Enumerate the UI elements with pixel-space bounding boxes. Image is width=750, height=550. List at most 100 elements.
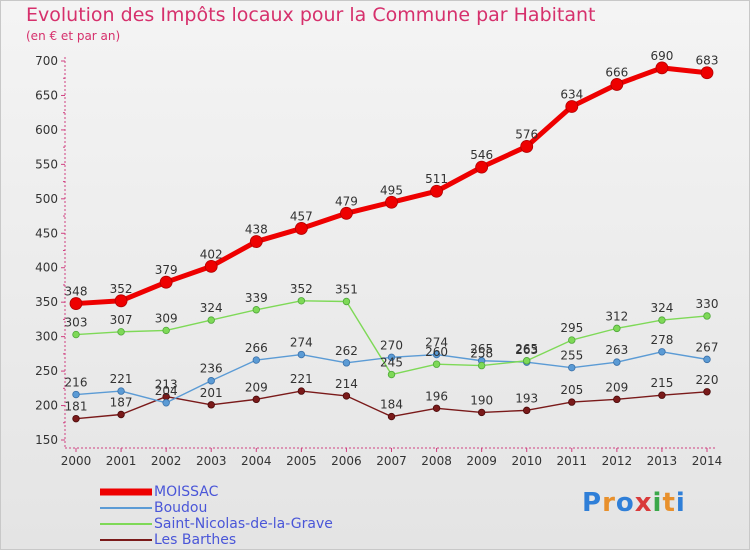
data-label-les-barthes: 181 — [65, 400, 88, 414]
data-label-moissac: 438 — [245, 223, 268, 237]
point-les-barthes — [252, 395, 260, 404]
x-tick-label: 2004 — [241, 454, 272, 468]
data-label-moissac: 402 — [200, 247, 223, 261]
data-label-boudou: 270 — [380, 338, 403, 352]
proxiti-logo: Proxiti — [582, 488, 686, 518]
data-label-boudou: 216 — [65, 376, 88, 390]
point-moissac — [655, 61, 669, 75]
x-tick-label: 2014 — [692, 454, 723, 468]
data-label-saint-nicolas-de-la-grave: 265 — [515, 342, 538, 356]
x-tick-label: 2001 — [106, 454, 137, 468]
y-tick-label: 700 — [35, 54, 58, 68]
point-saint-nicolas-de-la-grave — [162, 326, 170, 335]
point-boudou — [387, 353, 396, 362]
x-tick-label: 2008 — [421, 454, 452, 468]
point-saint-nicolas-de-la-grave — [387, 370, 396, 379]
data-label-boudou: 267 — [696, 340, 719, 354]
data-label-les-barthes: 209 — [245, 380, 268, 394]
data-label-les-barthes: 184 — [380, 398, 403, 412]
data-label-boudou: 278 — [650, 333, 673, 347]
data-label-moissac: 683 — [696, 54, 719, 68]
legend-label: MOISSAC — [154, 484, 219, 500]
point-moissac — [430, 184, 443, 198]
legend-item-les-barthes: Les Barthes — [100, 532, 420, 548]
data-label-moissac: 690 — [650, 49, 673, 63]
data-label-moissac: 379 — [155, 263, 178, 277]
data-label-saint-nicolas-de-la-grave: 258 — [470, 347, 493, 361]
y-tick-label: 400 — [35, 261, 58, 275]
point-saint-nicolas-de-la-grave — [252, 306, 260, 314]
x-tick-label: 2002 — [151, 454, 182, 468]
data-label-boudou: 255 — [560, 349, 583, 363]
legend-label: Saint-Nicolas-de-la-Grave — [154, 516, 333, 532]
data-label-moissac: 457 — [290, 209, 313, 223]
point-moissac — [520, 140, 534, 153]
point-les-barthes — [387, 412, 396, 421]
data-label-saint-nicolas-de-la-grave: 307 — [110, 313, 133, 327]
data-label-moissac: 576 — [515, 127, 538, 141]
point-boudou — [72, 390, 80, 399]
logo-letter: o — [615, 488, 635, 518]
point-moissac — [204, 259, 218, 273]
y-tick-label: 150 — [35, 433, 58, 447]
data-label-saint-nicolas-de-la-grave: 351 — [335, 282, 358, 296]
point-moissac — [610, 78, 624, 91]
point-boudou — [342, 359, 351, 367]
point-saint-nicolas-de-la-grave — [117, 328, 125, 336]
point-boudou — [703, 355, 711, 364]
point-les-barthes — [613, 395, 621, 404]
x-tick-label: 2007 — [376, 454, 407, 468]
y-tick-label: 250 — [35, 364, 58, 378]
x-tick-label: 2006 — [331, 454, 362, 468]
data-label-les-barthes: 215 — [650, 376, 673, 390]
point-moissac — [249, 235, 263, 248]
logo-letter: P — [582, 488, 603, 518]
point-saint-nicolas-de-la-grave — [342, 297, 351, 306]
legend-item-saint-nicolas-de-la-grave: Saint-Nicolas-de-la-Grave — [100, 516, 420, 532]
y-tick-label: 600 — [35, 123, 58, 137]
point-moissac — [340, 206, 353, 220]
legend-swatch — [100, 539, 152, 541]
point-moissac — [69, 297, 83, 310]
data-label-les-barthes: 190 — [470, 393, 493, 407]
point-boudou — [207, 377, 215, 385]
point-les-barthes — [297, 387, 306, 395]
point-moissac — [475, 160, 489, 174]
data-label-saint-nicolas-de-la-grave: 339 — [245, 291, 268, 305]
legend-item-boudou: Boudou — [100, 500, 420, 516]
point-saint-nicolas-de-la-grave — [207, 316, 215, 324]
point-les-barthes — [72, 414, 80, 423]
point-les-barthes — [207, 401, 215, 409]
point-les-barthes — [568, 398, 576, 406]
logo-letter: i — [652, 488, 663, 518]
legend-item-moissac: MOISSAC — [100, 484, 420, 500]
data-label-les-barthes: 221 — [290, 372, 313, 386]
point-saint-nicolas-de-la-grave — [568, 336, 576, 344]
data-label-moissac: 634 — [560, 87, 583, 101]
logo-letter: i — [675, 488, 686, 518]
x-tick-label: 2011 — [557, 454, 588, 468]
x-tick-label: 2010 — [511, 454, 542, 468]
point-moissac — [114, 294, 128, 308]
point-moissac — [159, 275, 173, 289]
data-label-boudou: 274 — [290, 336, 313, 350]
data-label-les-barthes: 213 — [155, 378, 178, 392]
data-label-saint-nicolas-de-la-grave: 312 — [605, 309, 628, 323]
chart-title: Evolution des Impôts locaux pour la Comm… — [26, 4, 596, 26]
data-label-saint-nicolas-de-la-grave: 352 — [290, 282, 313, 296]
chart-subtitle: (en € et par an) — [26, 29, 121, 43]
point-moissac — [294, 222, 308, 235]
legend-swatch — [100, 523, 152, 525]
y-tick-label: 350 — [35, 295, 58, 309]
data-label-moissac: 479 — [335, 194, 358, 208]
y-tick-label: 500 — [35, 192, 58, 206]
data-label-boudou: 266 — [245, 341, 268, 355]
data-label-les-barthes: 193 — [515, 391, 538, 405]
point-boudou — [252, 356, 260, 364]
point-moissac — [565, 100, 579, 113]
data-label-saint-nicolas-de-la-grave: 260 — [425, 345, 448, 359]
point-saint-nicolas-de-la-grave — [703, 312, 711, 320]
data-label-boudou: 236 — [200, 362, 223, 376]
x-tick-label: 2000 — [61, 454, 92, 468]
